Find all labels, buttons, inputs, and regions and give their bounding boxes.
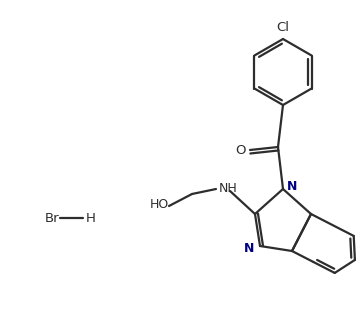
Text: N: N xyxy=(287,179,297,193)
Text: N: N xyxy=(244,242,254,254)
Text: H: H xyxy=(86,212,96,224)
Text: NH: NH xyxy=(219,182,237,194)
Text: O: O xyxy=(236,144,246,156)
Text: Cl: Cl xyxy=(276,21,289,33)
Text: HO: HO xyxy=(149,198,168,212)
Text: Br: Br xyxy=(45,212,59,224)
